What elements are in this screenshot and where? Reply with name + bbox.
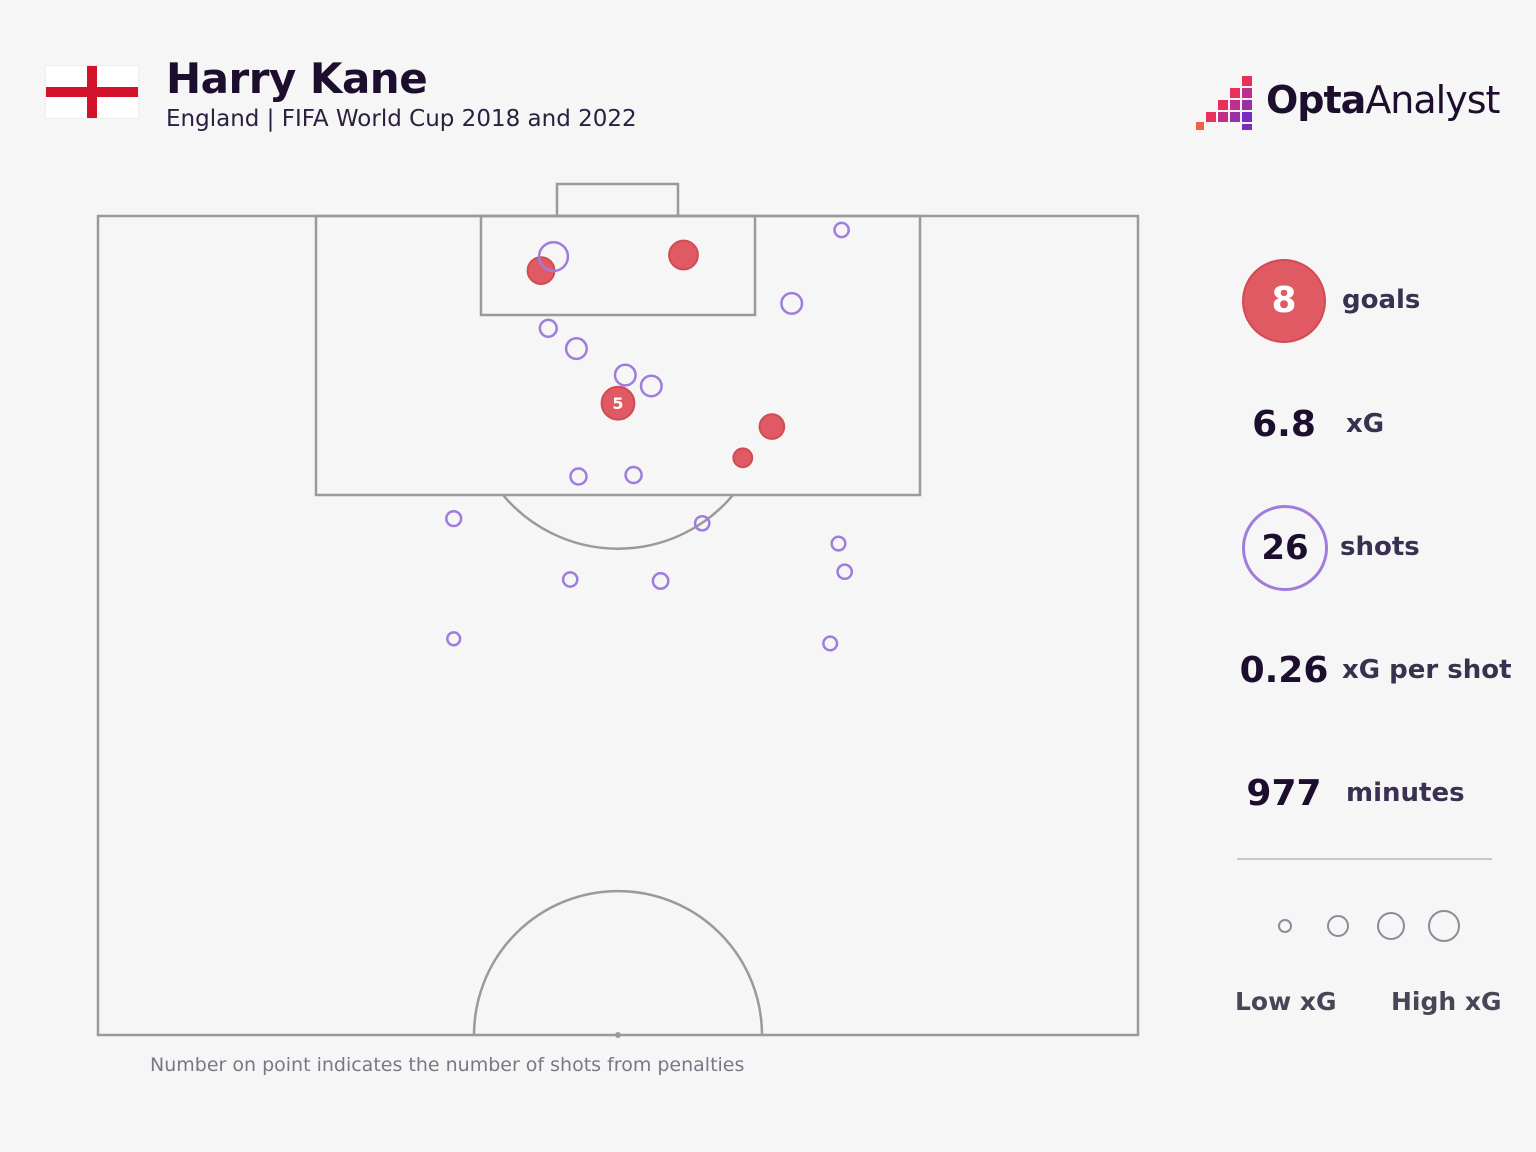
- penalty-box: [314, 214, 922, 497]
- shot-point: [613, 363, 637, 387]
- player-name-title: Harry Kane: [166, 54, 428, 103]
- centre-spot: [615, 1032, 621, 1038]
- shot-point: [445, 509, 463, 528]
- goal-point: [668, 239, 699, 271]
- shot-point: [822, 635, 839, 652]
- goals-value: 8: [1271, 280, 1297, 321]
- england-flag-icon: [46, 66, 138, 118]
- shot-point: [446, 631, 462, 647]
- shots-label: shots: [1340, 532, 1420, 562]
- minutes-value: 977: [1246, 773, 1322, 814]
- centre-circle: [472, 889, 764, 1036]
- xg-per-shot-value: 0.26: [1239, 650, 1329, 691]
- shot-point: [780, 291, 804, 315]
- subtitle: England | FIFA World Cup 2018 and 2022: [166, 106, 637, 132]
- shot-point: [830, 535, 847, 552]
- goal-point: [732, 447, 754, 469]
- pitch-markings: [96, 182, 1140, 1037]
- legend-dot-smallest: [1278, 919, 1292, 933]
- shots-badge: 26: [1242, 505, 1328, 591]
- goals-label: goals: [1342, 285, 1421, 315]
- xg-per-shot-label: xG per shot: [1342, 655, 1512, 685]
- shot-point: [564, 337, 588, 361]
- shot-point: [624, 465, 643, 485]
- shots-value: 26: [1261, 528, 1309, 568]
- shot-point: [639, 374, 663, 398]
- shot-point: [537, 240, 570, 273]
- six-yard-box: [479, 214, 757, 317]
- shot-point: [833, 221, 850, 239]
- xg-label: xG: [1346, 409, 1385, 439]
- opta-analyst-logo: OptaAnalyst: [1196, 72, 1516, 136]
- goal-point: [600, 385, 636, 421]
- footnote: Number on point indicates the number of …: [150, 1054, 745, 1076]
- legend-dot-small: [1327, 915, 1349, 937]
- shot-point: [569, 467, 588, 486]
- penalty-count-label: 5: [612, 394, 623, 413]
- logo-text: OptaAnalyst: [1266, 78, 1500, 122]
- legend-dot-large: [1428, 910, 1460, 942]
- penalty-arc: [502, 494, 734, 550]
- opta-logo-icon: [1196, 72, 1256, 132]
- stats-divider: [1237, 858, 1492, 860]
- xg-value: 6.8: [1252, 404, 1316, 445]
- minutes-label: minutes: [1346, 778, 1465, 808]
- shot-point: [538, 318, 558, 338]
- shot-points: 5: [445, 221, 854, 652]
- goals-badge: 8: [1242, 259, 1326, 343]
- goal: [555, 182, 680, 218]
- legend-high-label: High xG: [1391, 987, 1502, 1016]
- pitch-outline: [96, 214, 1140, 1037]
- legend-low-label: Low xG: [1235, 987, 1337, 1016]
- shot-point: [561, 571, 579, 588]
- shot-point: [836, 563, 854, 581]
- goal-point: [758, 413, 786, 440]
- shot-point: [651, 572, 670, 590]
- shot-point: [693, 514, 711, 532]
- legend-dot-medium: [1377, 912, 1405, 940]
